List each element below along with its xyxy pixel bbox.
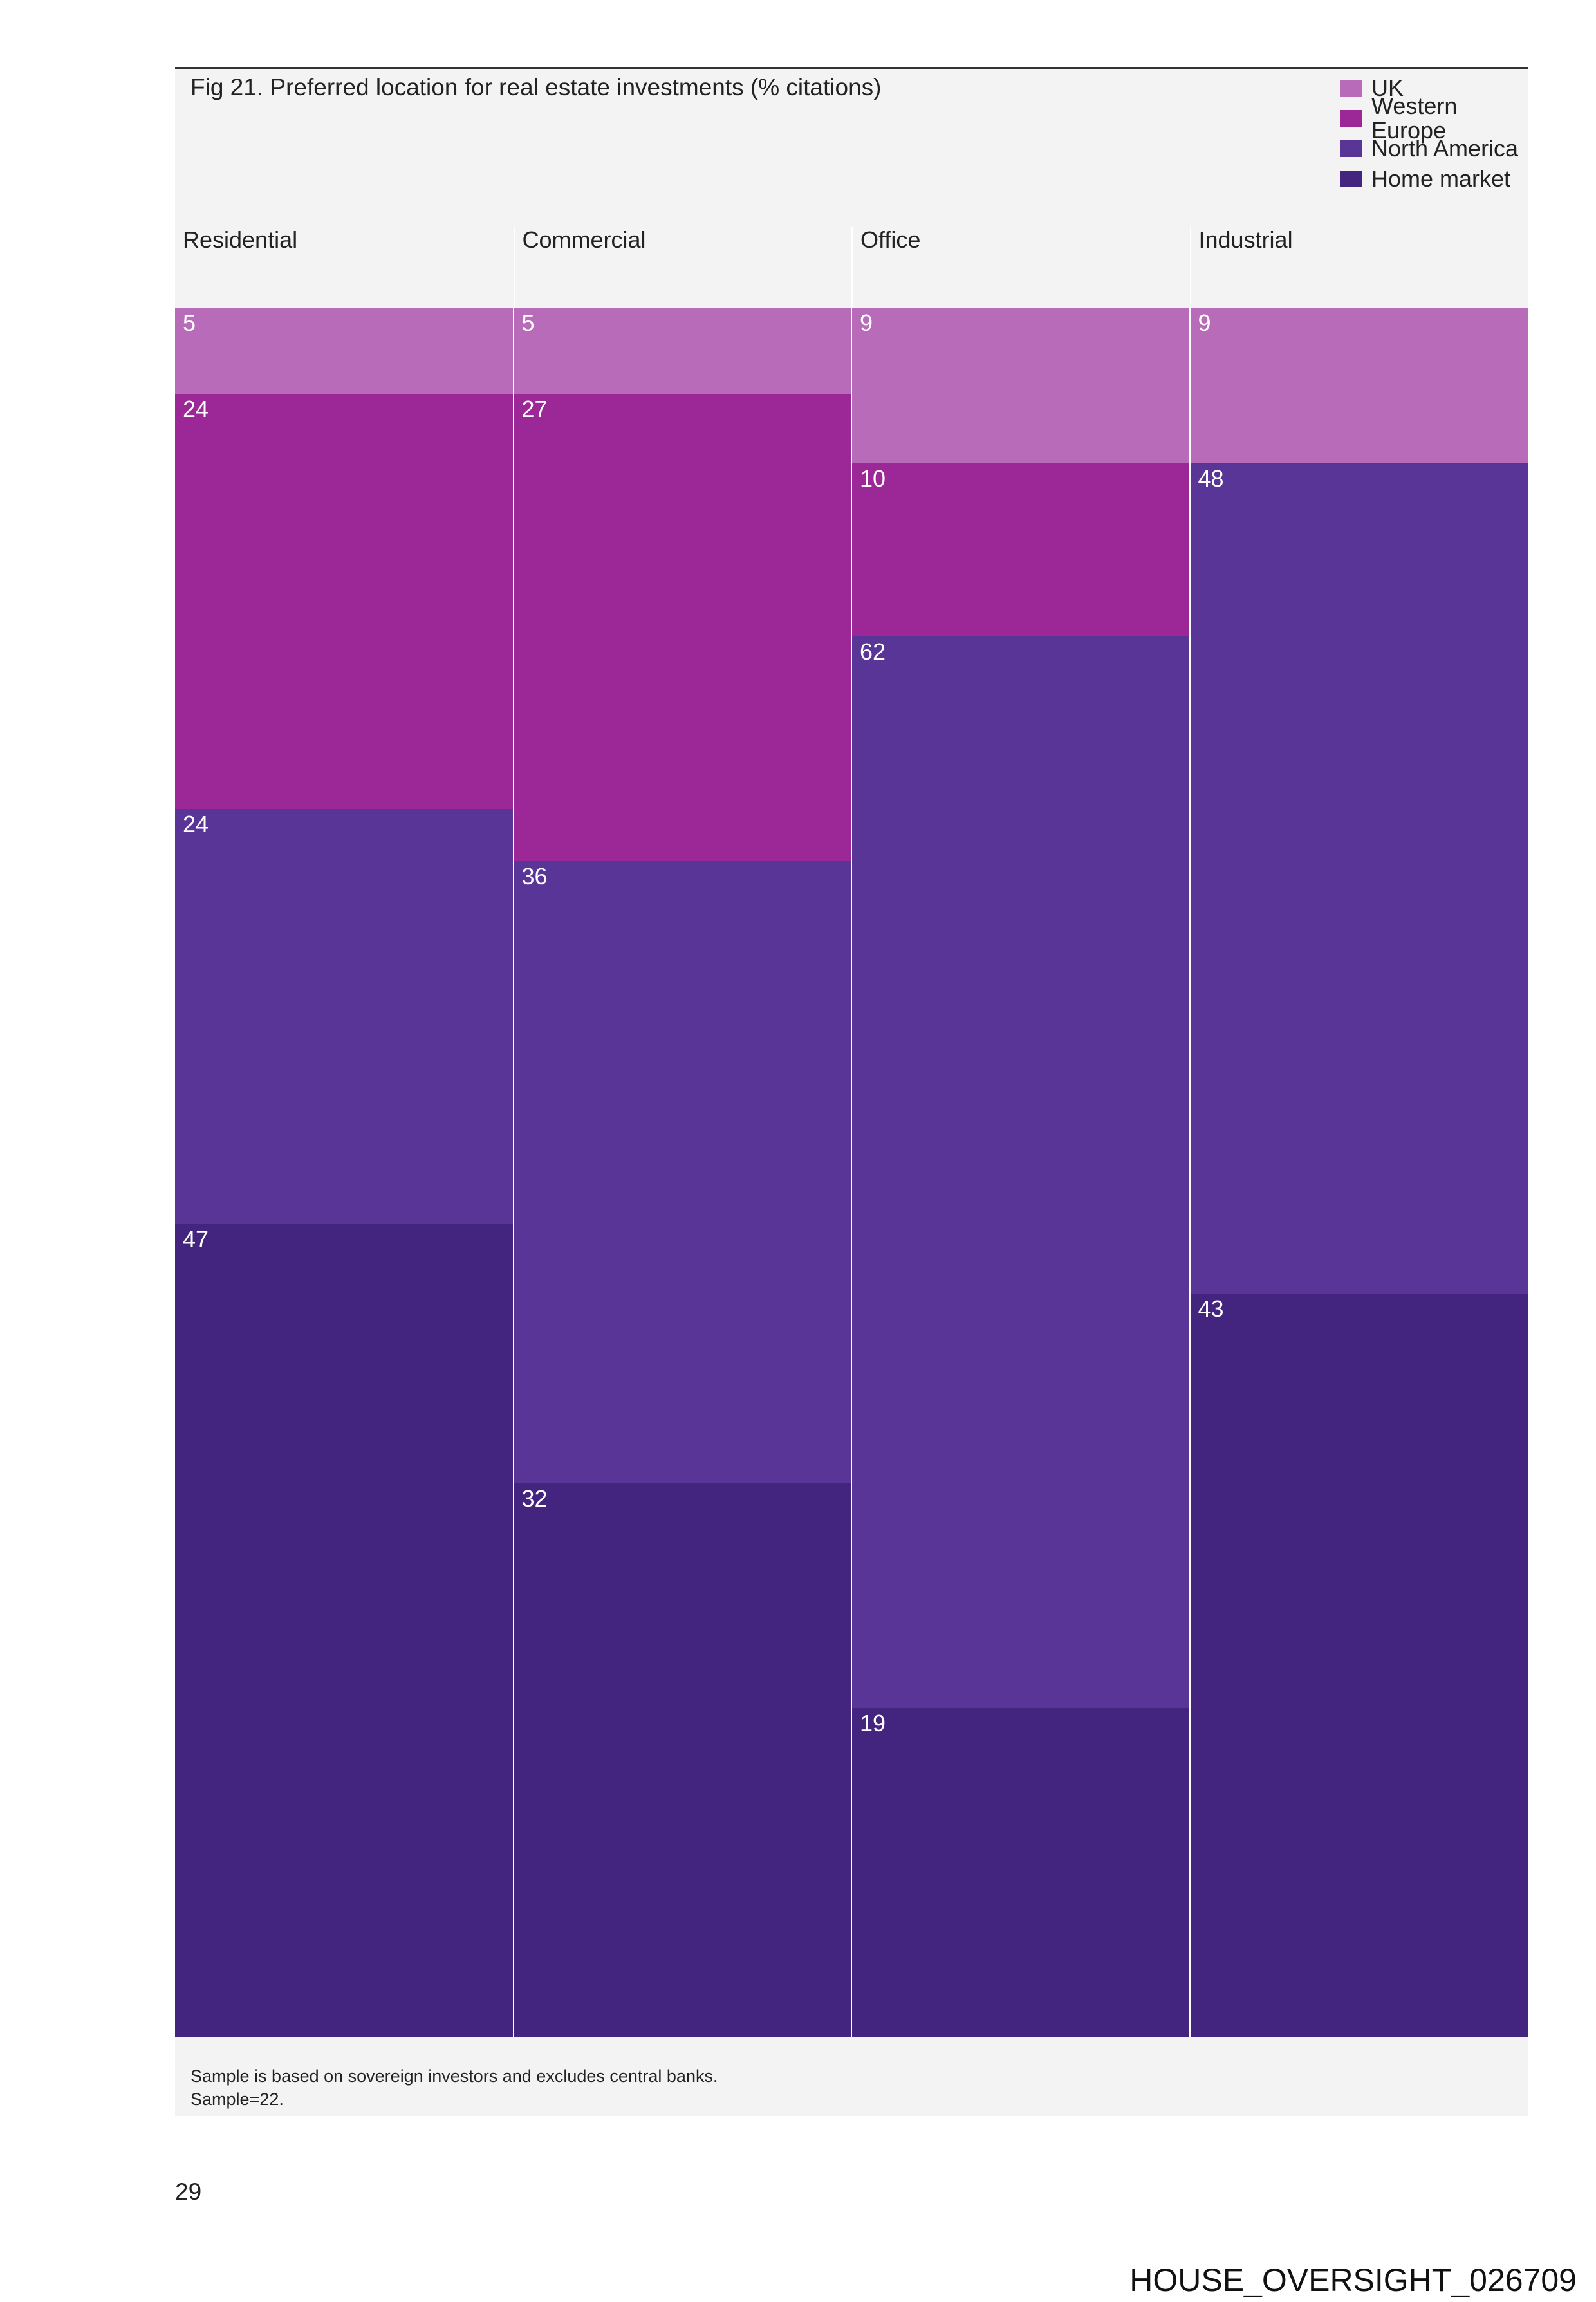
data-label: 10: [860, 465, 886, 492]
data-label: 24: [183, 811, 209, 838]
legend-item: UK: [1340, 73, 1528, 103]
data-label: 27: [521, 396, 548, 423]
category-label: Residential: [183, 227, 298, 253]
bar-segment: 27: [514, 394, 851, 861]
data-label: 43: [1198, 1295, 1224, 1322]
legend-label: Western Europe: [1371, 92, 1458, 144]
bar-segment: 5: [514, 308, 851, 394]
data-label: 5: [521, 310, 535, 336]
legend-label: Home market: [1371, 165, 1511, 192]
category-labels: Residential Commercial Office Industrial: [175, 227, 1528, 310]
footnote-line: Sample=22.: [190, 2090, 284, 2109]
legend-swatch: [1340, 140, 1362, 157]
category-label: Industrial: [1189, 227, 1528, 310]
data-label: 36: [521, 862, 548, 889]
bar-segment: 48: [1190, 463, 1528, 1294]
bar-segment: 43: [1190, 1293, 1528, 2037]
legend-item: North America: [1340, 133, 1528, 163]
data-label: 48: [1198, 465, 1224, 492]
category-label: Commercial: [513, 227, 852, 310]
legend: UK Western Europe North America Home market: [1340, 73, 1528, 194]
bar-segment: 24: [175, 394, 513, 810]
footnote: Sample is based on sovereign investors a…: [175, 2037, 1528, 2116]
document-stamp: HOUSE_OVERSIGHT_026709: [1129, 2262, 1577, 2298]
legend-item: Western Europe: [1340, 93, 1528, 142]
page-number: 29: [175, 2178, 202, 2205]
chart-title: Fig 21. Preferred location for real esta…: [190, 74, 882, 100]
legend-swatch: [1340, 170, 1362, 187]
data-label: 24: [183, 396, 209, 423]
data-label: 62: [860, 638, 886, 665]
data-label: 47: [183, 1226, 209, 1253]
data-label: 19: [860, 1710, 886, 1737]
bar-segment: 47: [175, 1224, 513, 2037]
category-label: Office: [851, 227, 1190, 310]
bar-segment: 19: [852, 1708, 1189, 2037]
bar-segment: 9: [1190, 308, 1528, 463]
footnote-line: Sample is based on sovereign investors a…: [190, 2066, 718, 2086]
bar-segment: 62: [852, 636, 1189, 1709]
bar-segment: 36: [514, 860, 851, 1484]
bar-segment: 5: [175, 308, 513, 394]
data-label: 9: [1198, 310, 1211, 336]
legend-label: UK: [1371, 74, 1404, 101]
legend-label: North America: [1371, 135, 1519, 162]
bar-segment: 32: [514, 1483, 851, 2037]
chart-header: Fig 21. Preferred location for real esta…: [175, 67, 1528, 310]
plot-area: 5 24 24 47 5 27 36 32 9 10 62 19 9 48 43: [175, 308, 1528, 2037]
data-label: 5: [183, 310, 196, 336]
legend-swatch: [1340, 109, 1362, 127]
data-label: 9: [860, 310, 873, 336]
bar-segment: 24: [175, 809, 513, 1225]
bar-segment: 9: [852, 308, 1189, 463]
bar-segment: 10: [852, 463, 1189, 636]
data-label: 32: [521, 1485, 548, 1512]
legend-item: Home market: [1340, 163, 1528, 194]
legend-swatch: [1340, 79, 1362, 97]
